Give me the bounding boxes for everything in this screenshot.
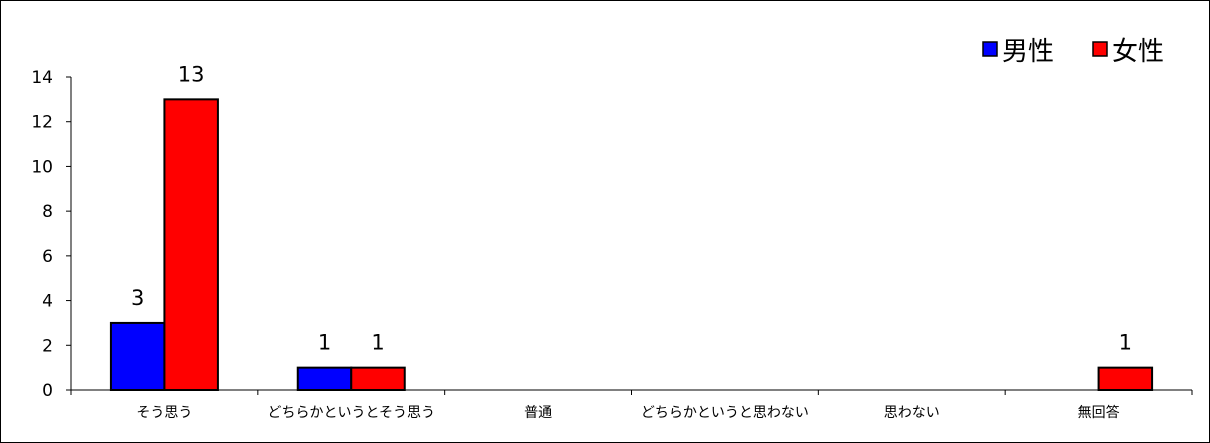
legend-swatch-female (1092, 41, 1108, 57)
bar-male-1 (296, 366, 353, 391)
y-tick-label-14: 14 (31, 68, 53, 88)
data-label-female-0: 13 (178, 62, 205, 86)
legend-label-female: 女性 (1112, 37, 1164, 67)
category-label-0: そう思う (136, 405, 192, 421)
legend-label-male: 男性 (1002, 37, 1054, 67)
category-label-5: 無回答 (1078, 404, 1120, 421)
bar-female-0 (163, 98, 219, 391)
data-label-female-5: 1 (1119, 331, 1132, 355)
data-label-male-1: 1 (318, 331, 331, 355)
y-tick-label-10: 10 (31, 157, 53, 177)
bar-female-5 (1097, 366, 1154, 391)
legend-swatch-male (982, 41, 998, 57)
y-tick-label-0: 0 (42, 381, 53, 401)
bar-male-0 (109, 321, 166, 391)
category-label-3: どちらかというと思わない (641, 405, 809, 421)
y-tick-label-8: 8 (42, 202, 53, 222)
category-label-1: どちらかというとそう思う (267, 405, 435, 421)
category-label-4: 思わない (884, 405, 940, 421)
category-label-2: 普通 (524, 405, 552, 421)
bar-female-1 (350, 366, 406, 391)
y-tick-label-4: 4 (42, 292, 53, 312)
y-tick-label-2: 2 (42, 336, 53, 356)
y-tick-label-12: 12 (31, 113, 53, 133)
data-label-male-0: 3 (131, 286, 144, 310)
data-label-female-1: 1 (371, 331, 384, 355)
y-tick-label-6: 6 (42, 247, 53, 267)
